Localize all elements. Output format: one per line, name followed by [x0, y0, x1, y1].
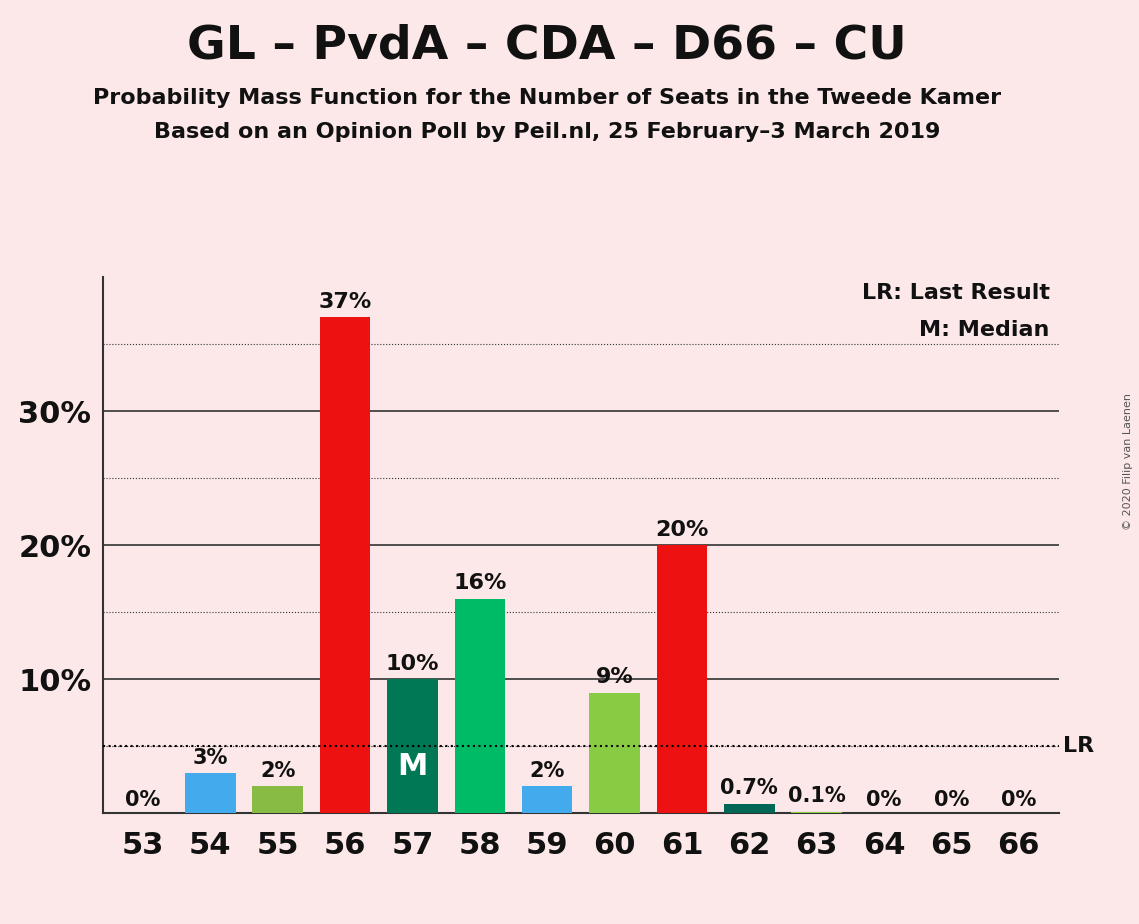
Text: GL – PvdA – CDA – D66 – CU: GL – PvdA – CDA – D66 – CU	[187, 23, 907, 68]
Text: M: Median: M: Median	[919, 320, 1050, 340]
Bar	[253, 786, 303, 813]
Text: 3%: 3%	[192, 748, 228, 768]
Bar	[792, 812, 842, 813]
Text: 0%: 0%	[867, 790, 902, 809]
Text: 20%: 20%	[655, 520, 708, 540]
Bar	[320, 318, 370, 813]
Text: 2%: 2%	[260, 761, 295, 781]
Text: M: M	[398, 752, 427, 781]
Text: Based on an Opinion Poll by Peil.nl, 25 February–3 March 2019: Based on an Opinion Poll by Peil.nl, 25 …	[154, 122, 940, 142]
Text: 10%: 10%	[386, 654, 440, 674]
Text: 37%: 37%	[319, 292, 371, 312]
Bar	[454, 599, 505, 813]
Text: 0%: 0%	[125, 790, 161, 809]
Text: 0%: 0%	[934, 790, 969, 809]
Bar	[522, 786, 573, 813]
Text: 0%: 0%	[1001, 790, 1036, 809]
Bar	[387, 679, 437, 813]
Bar	[724, 804, 775, 813]
Text: LR: LR	[1063, 736, 1093, 756]
Text: 0.1%: 0.1%	[788, 786, 845, 807]
Text: LR: Last Result: LR: Last Result	[862, 283, 1050, 302]
Text: 16%: 16%	[453, 574, 507, 593]
Text: Probability Mass Function for the Number of Seats in the Tweede Kamer: Probability Mass Function for the Number…	[92, 88, 1001, 108]
Text: 2%: 2%	[530, 761, 565, 781]
Bar	[185, 772, 236, 813]
Text: 9%: 9%	[596, 667, 633, 687]
Text: 0.7%: 0.7%	[721, 778, 778, 798]
Text: © 2020 Filip van Laenen: © 2020 Filip van Laenen	[1123, 394, 1133, 530]
Bar	[589, 693, 640, 813]
Bar	[657, 545, 707, 813]
